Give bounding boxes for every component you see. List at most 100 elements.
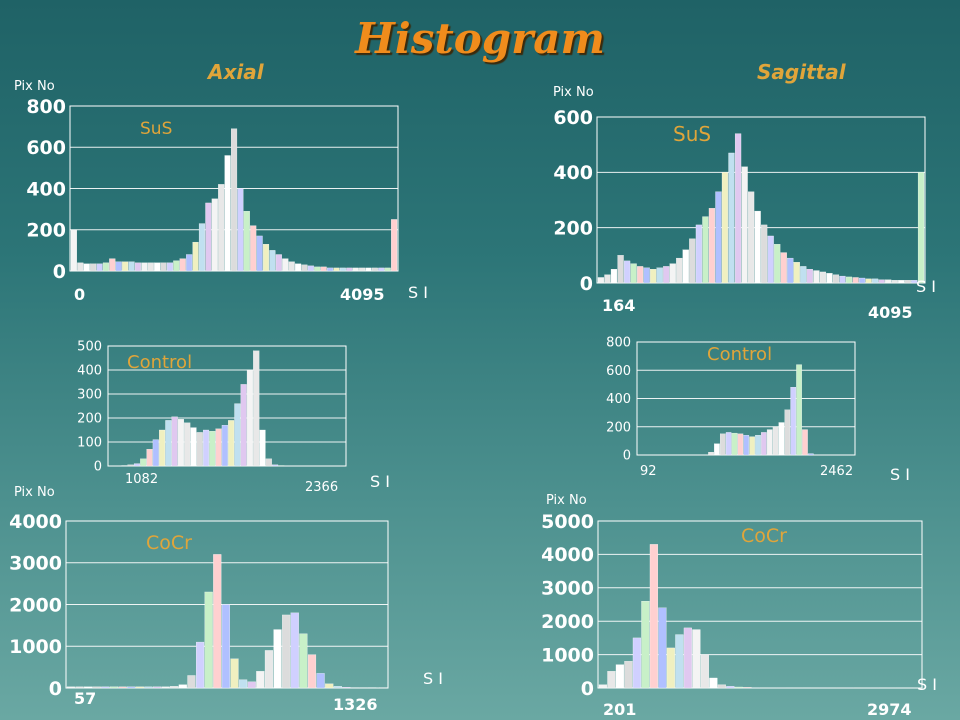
histogram-bar xyxy=(109,686,119,689)
histogram-bar xyxy=(708,208,716,284)
y-tick-label: 200 xyxy=(77,412,102,427)
x-tick-label-max: 4095 xyxy=(340,285,385,304)
histogram-bar xyxy=(692,629,701,689)
histogram-bar xyxy=(90,263,97,272)
histogram-bar xyxy=(118,686,127,689)
histogram-bar xyxy=(700,654,709,689)
histogram-bar xyxy=(272,464,279,467)
histogram-bar xyxy=(253,350,260,467)
y-tick-label: 3000 xyxy=(541,578,594,600)
histogram-bar xyxy=(666,647,675,689)
histogram-bar xyxy=(650,269,657,284)
x-tick-label-min: 201 xyxy=(603,700,636,719)
y-tick-label: 0 xyxy=(581,678,594,700)
y-tick-label: 2000 xyxy=(541,611,594,633)
histogram-bar xyxy=(178,684,187,689)
histogram-bar xyxy=(135,686,144,689)
y-tick-label: 500 xyxy=(77,340,102,355)
histogram-bar xyxy=(307,265,314,272)
histogram-bar xyxy=(656,267,663,284)
x-tick-label-max: 1326 xyxy=(333,695,378,714)
histogram-bar xyxy=(187,675,196,689)
histogram-bar xyxy=(731,432,738,456)
histogram-bar xyxy=(179,258,186,272)
histogram-bar xyxy=(240,384,247,467)
histogram-bar xyxy=(865,278,872,284)
y-tick-label: 600 xyxy=(26,137,66,159)
histogram-bar xyxy=(333,267,340,272)
histogram-bar xyxy=(264,650,274,689)
histogram-bar xyxy=(630,263,637,284)
histogram-bar xyxy=(717,684,726,689)
histogram-bar xyxy=(102,262,109,272)
histogram-bar xyxy=(784,409,791,456)
histogram-bar xyxy=(749,436,755,456)
histogram-bar xyxy=(246,369,253,467)
histogram-bar xyxy=(234,403,241,467)
histogram-bar xyxy=(109,258,116,272)
histogram-bar xyxy=(796,364,802,456)
histogram-bar xyxy=(288,261,295,272)
histogram-bar xyxy=(314,266,321,272)
histogram-bar xyxy=(904,280,911,284)
series-label: Control xyxy=(707,344,772,365)
histogram-bar xyxy=(702,216,709,284)
histogram-bar xyxy=(787,257,794,284)
x-tick-label-max: 2974 xyxy=(867,700,912,719)
histogram-bar xyxy=(133,463,141,467)
histogram-bar xyxy=(891,280,898,284)
histogram-bar xyxy=(230,128,238,272)
y-tick-label: 5000 xyxy=(541,511,594,533)
histogram-bar xyxy=(230,658,239,689)
histogram-bar xyxy=(320,266,327,272)
histogram-bar xyxy=(228,420,235,467)
histogram-bar xyxy=(607,671,616,689)
histogram-bar xyxy=(325,683,334,689)
histogram-bar xyxy=(190,427,197,467)
x-axis-label: S I xyxy=(423,669,443,688)
histogram-bar xyxy=(761,224,768,284)
histogram-bar xyxy=(754,210,761,284)
histogram-bar xyxy=(682,249,689,284)
y-tick-label: 200 xyxy=(26,220,66,242)
histogram-bar xyxy=(301,264,308,272)
y-tick-label: 100 xyxy=(77,436,102,451)
histogram-bar xyxy=(819,271,827,284)
series-label: CoCr xyxy=(146,532,192,554)
histogram-bar xyxy=(885,279,892,284)
histogram-bar xyxy=(122,261,129,272)
histogram-bar xyxy=(737,433,744,456)
histogram-bar xyxy=(333,686,342,689)
histogram-bar xyxy=(152,439,159,467)
histogram-bar xyxy=(128,261,135,272)
histogram-bar xyxy=(141,262,148,272)
histogram-bar xyxy=(649,544,659,689)
histogram-bar xyxy=(917,172,925,284)
histogram-bar xyxy=(898,280,905,284)
histogram-bar xyxy=(269,250,276,272)
histogram-bar xyxy=(641,601,650,689)
histogram-bar xyxy=(741,166,748,284)
histogram-bar xyxy=(198,223,206,272)
histogram-bar xyxy=(637,266,644,284)
page-title: Histogram xyxy=(355,14,605,63)
histogram-bar xyxy=(177,419,184,467)
histogram-bar xyxy=(352,267,359,272)
histogram-bar xyxy=(96,263,103,272)
y-axis-label: Pix No xyxy=(14,79,55,94)
histogram-bar xyxy=(725,432,732,456)
histogram-bar xyxy=(290,612,299,689)
histogram-bar xyxy=(772,426,779,456)
histogram-bar xyxy=(70,229,77,272)
histogram-bar xyxy=(282,614,291,689)
histogram-bar xyxy=(597,277,605,284)
histogram-bar xyxy=(604,274,611,284)
section-title-sagittal: Sagittal xyxy=(757,60,846,84)
histogram-bar xyxy=(675,634,684,689)
y-tick-label: 200 xyxy=(606,420,631,435)
histogram-bar xyxy=(689,238,696,284)
histogram-bar xyxy=(872,278,879,284)
y-tick-label: 800 xyxy=(26,96,66,118)
histogram-bar xyxy=(715,191,722,284)
histogram-bar xyxy=(780,252,787,284)
